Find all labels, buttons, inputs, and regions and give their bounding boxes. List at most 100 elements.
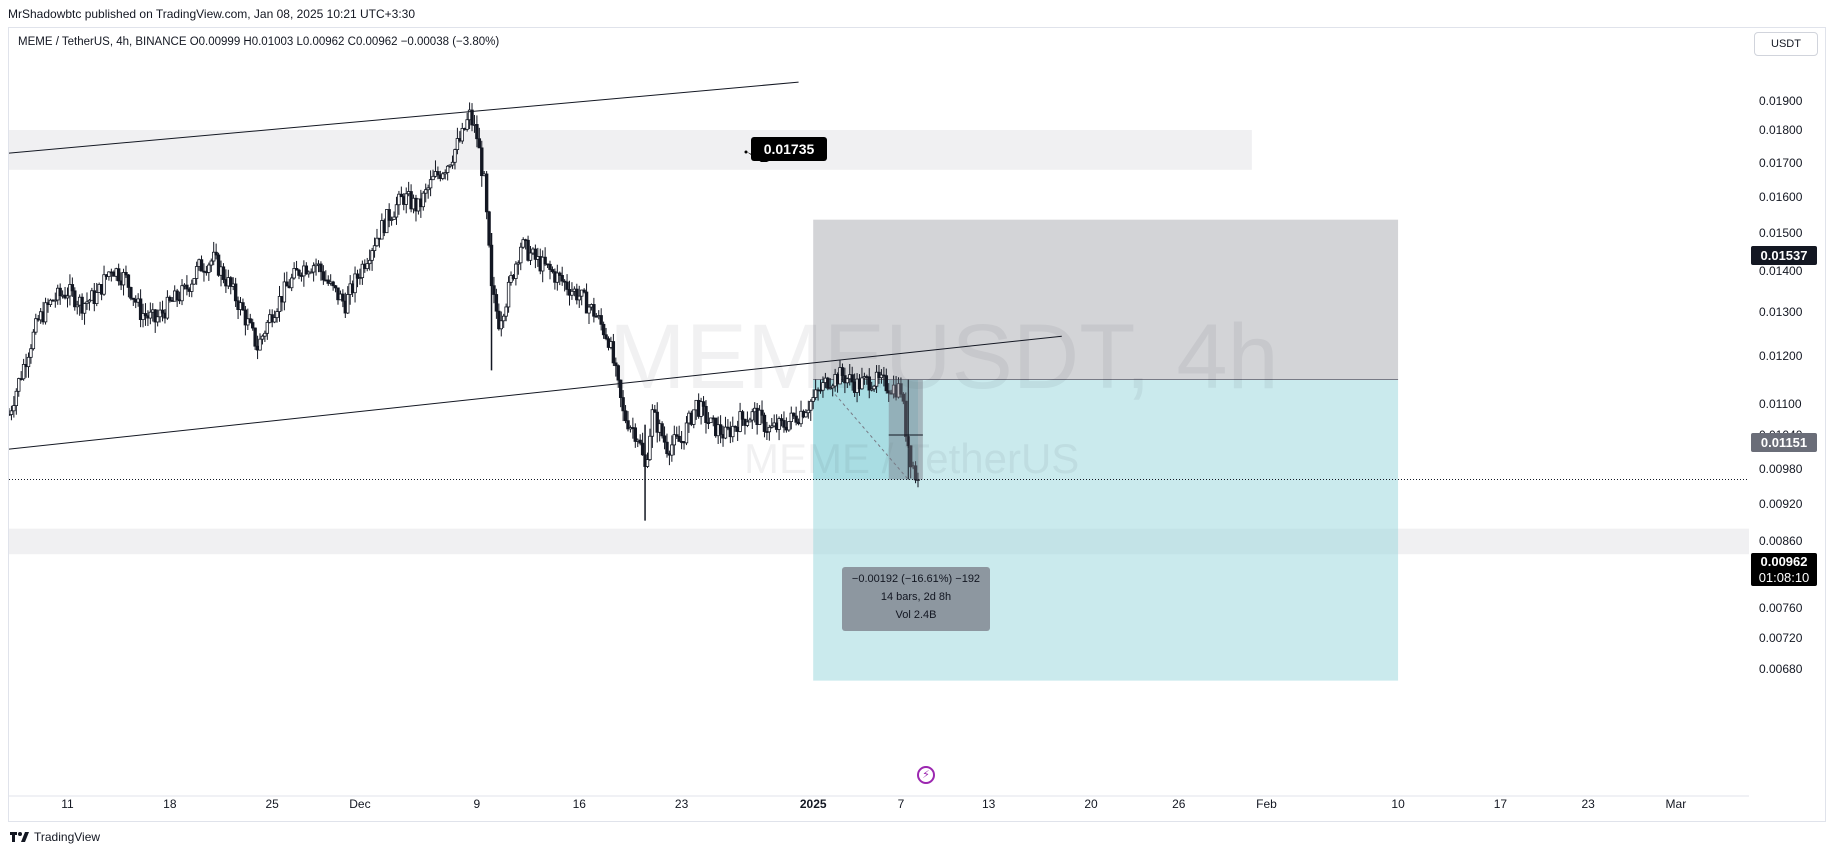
candle-body <box>82 303 87 314</box>
candle-body <box>577 295 581 301</box>
candle-body <box>718 424 723 435</box>
price-tick-label: 0.01600 <box>1759 190 1803 204</box>
tradingview-logo-icon <box>10 831 30 843</box>
price-tick-label: 0.00720 <box>1759 631 1803 645</box>
candle-body <box>770 425 774 428</box>
price-tick-label: 0.00920 <box>1759 497 1803 511</box>
candle-body <box>341 293 345 302</box>
candle-body <box>321 271 326 281</box>
candle-body <box>155 316 160 323</box>
candle-body <box>506 281 511 308</box>
candle-body <box>65 295 70 299</box>
candle-body <box>248 318 252 323</box>
candle-body <box>840 367 845 376</box>
candle-body <box>845 378 850 384</box>
candle-body <box>216 254 221 276</box>
currency-button[interactable]: USDT <box>1754 32 1818 56</box>
measure-range <box>888 379 923 480</box>
candle-body <box>550 269 555 273</box>
candle-body <box>443 172 447 175</box>
candle-body <box>560 275 564 282</box>
candle-body <box>73 290 77 308</box>
last-price-value: 0.00962 <box>1760 553 1808 569</box>
candle-body <box>626 420 630 430</box>
candle-body <box>497 310 501 330</box>
candle-body <box>143 313 148 317</box>
candle-body <box>31 331 36 350</box>
candle-body <box>599 315 603 325</box>
candle-body <box>777 418 781 430</box>
candle-body <box>250 322 255 329</box>
candle-body <box>465 119 469 130</box>
candle-body <box>397 193 401 206</box>
candle-body <box>285 281 289 287</box>
last-price-tag: 0.00962 01:08:10 <box>1751 553 1817 586</box>
candle-body <box>555 272 560 283</box>
candle-body <box>233 283 238 302</box>
candle-body <box>153 309 157 323</box>
time-tick-label: 23 <box>675 797 689 811</box>
time-tick-label: 18 <box>163 797 177 811</box>
candle-body <box>804 412 808 418</box>
symbol-ohlc-legend[interactable]: MEME / TetherUS, 4h, BINANCE O0.00999 H0… <box>18 36 500 48</box>
candle-body <box>684 422 689 444</box>
candle-body <box>575 288 579 301</box>
price-tick-label: 0.00980 <box>1759 462 1803 476</box>
price-callout-label[interactable]: 0.01735 <box>751 137 827 161</box>
candle-body <box>126 274 131 288</box>
candle-body <box>767 426 772 433</box>
candle-body <box>441 173 445 179</box>
time-tick-label: 2025 <box>800 797 827 811</box>
bar-countdown: 01:08:10 <box>1758 569 1810 585</box>
footer-brand[interactable]: TradingView <box>10 830 100 844</box>
candle-body <box>455 138 460 150</box>
lower-trendline <box>9 335 1062 450</box>
candle-body <box>782 420 786 428</box>
candle-body <box>826 377 830 389</box>
lightning-bolt-icon[interactable]: ⚡︎ <box>917 766 935 784</box>
candle-body <box>194 266 199 279</box>
publisher-line: MrShadowbtc published on TradingView.com… <box>8 7 416 21</box>
candle-body <box>275 311 279 319</box>
candle-body <box>221 266 226 280</box>
candle-body <box>806 409 811 414</box>
measure-tool-tooltip[interactable]: −0.00192 (−16.61%) −192 14 bars, 2d 8h V… <box>842 567 990 631</box>
candle-body <box>584 291 589 314</box>
time-axis: 11 18 25 Dec 9 16 23 2025 7 13 20 26 Feb 10 17 23 Mar <box>61 797 1686 811</box>
candle-body <box>29 348 33 358</box>
candle-body <box>399 193 404 198</box>
candle-body <box>526 239 530 261</box>
chart-frame[interactable]: MEMEUSDT, 4h MEME / TetherUS 0.01900 0.0180… <box>8 27 1826 822</box>
candle-body <box>209 260 213 266</box>
candle-body <box>623 410 628 422</box>
candle-body <box>272 317 277 323</box>
candle-body <box>757 409 762 425</box>
time-tick-label: 25 <box>266 797 280 811</box>
time-tick-label: 13 <box>982 797 996 811</box>
candle-body <box>709 417 713 424</box>
candle-body <box>645 459 650 467</box>
candle-body <box>141 313 145 321</box>
candle-body <box>165 296 170 319</box>
candle-body <box>872 385 876 390</box>
supply-zone <box>9 130 1252 170</box>
candle-body <box>243 309 248 326</box>
candle-body <box>519 246 523 264</box>
candle-body <box>311 265 316 273</box>
candle-body <box>17 378 21 392</box>
candle-body <box>448 164 452 167</box>
candle-body <box>887 390 891 394</box>
candle-body <box>514 263 518 279</box>
candle-body <box>138 298 143 321</box>
candle-body <box>916 479 920 481</box>
candle-body <box>860 377 864 390</box>
candle-body <box>884 375 889 392</box>
symbol-watermark: MEMEUSDT, 4h <box>609 306 1279 408</box>
candle-body <box>199 259 204 272</box>
candle-body <box>582 289 586 293</box>
candle-body <box>70 284 75 292</box>
candle-body <box>748 419 752 423</box>
candle-body <box>811 397 815 402</box>
candle-body <box>392 216 396 220</box>
